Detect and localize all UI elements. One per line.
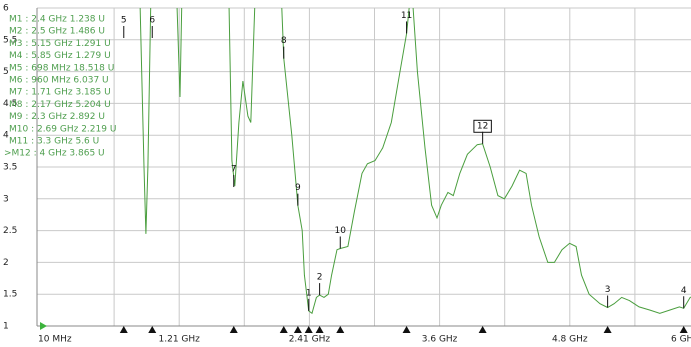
marker-label: 4: [681, 286, 687, 296]
marker-triangle: [603, 326, 612, 333]
y-tick-label: 3: [3, 194, 9, 204]
trace-area: [139, 8, 691, 315]
marker-label: 8: [281, 36, 287, 46]
marker-label: 3: [605, 285, 611, 295]
marker-triangle: [293, 326, 302, 333]
x-tick-label: 10 MHz: [38, 335, 72, 345]
legend-entry: >M12 : 4 GHz 3.865 U: [4, 149, 105, 159]
legend-entry: M2 : 2.5 GHz 1.486 U: [9, 27, 105, 37]
marker-triangle: [679, 326, 688, 333]
x-tick-label: 1.21 GHz: [159, 335, 201, 345]
x-tick-label: 6 GH: [671, 335, 691, 345]
legend-entry: M1 : 2.4 GHz 1.238 U: [9, 15, 105, 25]
legend-entry: M6 : 960 MHz 6.037 U: [9, 76, 109, 86]
marker-label: 11: [401, 11, 412, 21]
y-tick-label: 3.5: [3, 163, 17, 173]
marker-triangle: [279, 326, 288, 333]
y-tick-label: 6: [3, 4, 9, 14]
y-tick-label: 1: [3, 322, 9, 332]
marker-label: 5: [121, 16, 127, 26]
legend-entry: M11 : 3.3 GHz 5.6 U: [9, 137, 99, 147]
marker-label: 12: [477, 121, 488, 131]
marker-triangle: [229, 326, 238, 333]
y-tick-label: 2.5: [3, 226, 17, 236]
trace-line: [139, 8, 691, 315]
marker-triangle: [336, 326, 345, 333]
legend-entry: M5 : 698 MHz 18.518 U: [9, 63, 114, 73]
y-tick-label: 2: [3, 258, 9, 268]
marker-triangle: [304, 326, 313, 333]
legend-entry: M9 : 2.3 GHz 2.892 U: [9, 112, 105, 122]
start-indicator: [40, 322, 47, 330]
x-tick-label: 3.6 GHz: [422, 335, 458, 345]
marker-triangle: [119, 326, 128, 333]
marker-label: 7: [231, 165, 237, 175]
marker-label: 10: [335, 226, 347, 236]
y-tick-label: 4.5: [3, 99, 17, 109]
y-tick-label: 5.5: [3, 35, 17, 45]
legend-entry: M3 : 5.15 GHz 1.291 U: [9, 39, 111, 49]
marker-selected-box: [473, 119, 492, 133]
marker-label: 2: [317, 273, 323, 283]
y-tick-label: 5: [3, 67, 9, 77]
marker-label: 9: [295, 183, 301, 193]
marker-legend: M1 : 2.4 GHz 1.238 U M2 : 2.5 GHz 1.486 U…: [4, 15, 116, 159]
legend-entry: M4 : 5.85 GHz 1.279 U: [9, 51, 111, 61]
marker-label: 1: [306, 288, 312, 298]
marker-triangle: [478, 326, 487, 333]
legend-entry: M8 : 2.17 GHz 5.204 U: [9, 100, 111, 110]
marker-triangle: [402, 326, 411, 333]
x-tick-label: 4.8 GHz: [552, 335, 588, 345]
y-tick-label: 4: [3, 131, 9, 141]
marker-triangle: [148, 326, 157, 333]
marker-label: 6: [149, 16, 155, 26]
x-tick-label: 2.41 GHz: [289, 335, 331, 345]
legend-entry: M10 : 2.69 GHz 2.219 U: [9, 124, 116, 134]
y-tick-label: 1.5: [3, 290, 17, 300]
legend-entry: M7 : 1.71 GHz 3.185 U: [9, 88, 111, 98]
marker-triangle: [315, 326, 324, 333]
